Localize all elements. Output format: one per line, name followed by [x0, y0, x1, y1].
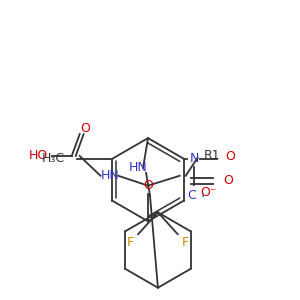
Text: N: N	[189, 152, 199, 165]
Text: O: O	[81, 122, 91, 135]
Text: HO: HO	[28, 149, 48, 162]
Text: O: O	[226, 150, 236, 164]
Text: O⁻: O⁻	[200, 186, 216, 199]
Text: O: O	[143, 179, 153, 192]
Text: C: C	[188, 189, 196, 202]
Text: ·: ·	[201, 190, 205, 204]
Text: HN: HN	[101, 169, 120, 182]
Text: H₃C: H₃C	[41, 152, 64, 165]
Text: F: F	[127, 236, 134, 249]
Text: HN: HN	[129, 161, 148, 174]
Text: O: O	[223, 174, 233, 187]
Text: F: F	[182, 236, 189, 249]
Text: R1: R1	[203, 149, 220, 162]
